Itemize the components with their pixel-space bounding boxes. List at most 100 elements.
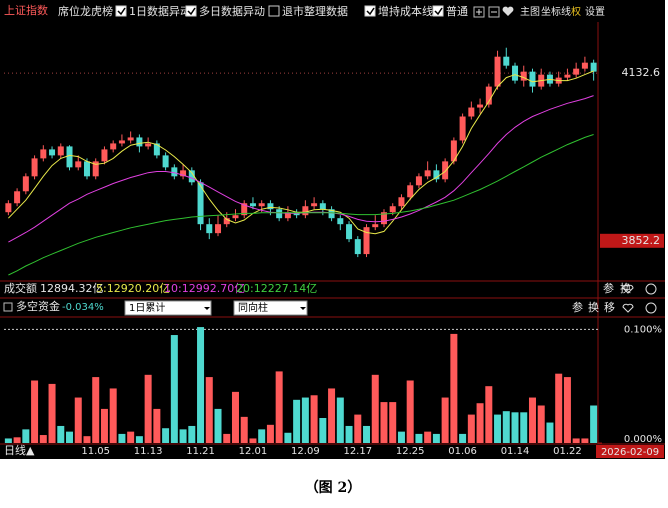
bar bbox=[100, 408, 108, 443]
checkbox[interactable] bbox=[432, 5, 444, 17]
candle-body bbox=[267, 203, 274, 210]
price-box bbox=[600, 233, 664, 248]
candle-body bbox=[459, 116, 466, 141]
select-box[interactable] bbox=[124, 300, 212, 316]
bar bbox=[293, 399, 301, 443]
toolbar-item[interactable]: 多日数据异动 bbox=[199, 4, 265, 18]
bar bbox=[345, 425, 353, 443]
bar bbox=[223, 433, 231, 443]
bar bbox=[572, 438, 580, 443]
candle-body bbox=[468, 107, 475, 117]
indicator-name: 多空资金 bbox=[16, 299, 60, 313]
bar bbox=[179, 429, 187, 443]
checkbox[interactable] bbox=[364, 5, 376, 17]
candle-body bbox=[450, 140, 457, 162]
bar bbox=[48, 383, 56, 443]
favorite-icon[interactable] bbox=[502, 6, 514, 16]
candle-body bbox=[118, 140, 125, 144]
bar bbox=[135, 436, 143, 443]
x-tick-label: 11.21 bbox=[186, 446, 215, 457]
bar bbox=[275, 371, 283, 443]
candle-body bbox=[529, 71, 536, 87]
checkbox[interactable] bbox=[185, 5, 197, 17]
y-tick-label: 4132.6 bbox=[622, 66, 661, 79]
candle-body bbox=[110, 143, 117, 150]
checkbox[interactable] bbox=[268, 5, 280, 17]
zoom-in-icon[interactable] bbox=[473, 6, 485, 18]
moving-average bbox=[8, 134, 594, 276]
checkmark bbox=[117, 7, 126, 16]
bar bbox=[13, 437, 21, 443]
toolbar-button[interactable]: 主图 bbox=[520, 6, 540, 18]
panel-icon bbox=[3, 302, 13, 312]
toolbar-item[interactable]: 1日数据异动 bbox=[129, 4, 191, 18]
x-tick-label: 01.06 bbox=[448, 446, 477, 457]
bar bbox=[397, 431, 405, 443]
panel-button[interactable]: 参 bbox=[603, 281, 614, 295]
candle-body bbox=[40, 149, 47, 159]
bar bbox=[39, 435, 47, 443]
y-tick-label: 0.000% bbox=[624, 434, 662, 445]
candle-body bbox=[153, 143, 160, 156]
panel-button[interactable]: 换 bbox=[620, 281, 631, 295]
bar bbox=[502, 411, 510, 443]
bar bbox=[197, 327, 205, 443]
candle-body bbox=[424, 170, 431, 177]
checkbox[interactable] bbox=[115, 5, 127, 17]
candle-body bbox=[573, 68, 580, 75]
toolbar-item[interactable]: 退市整理数据 bbox=[282, 4, 348, 18]
bar bbox=[485, 386, 493, 443]
candle-body bbox=[337, 218, 344, 225]
bar bbox=[127, 431, 135, 443]
favorite-icon[interactable] bbox=[622, 284, 634, 294]
panel-button[interactable]: 移 bbox=[604, 301, 615, 314]
bar bbox=[363, 425, 371, 443]
candle-body bbox=[258, 203, 265, 207]
bar bbox=[380, 402, 388, 443]
bar bbox=[249, 438, 257, 443]
candle-body bbox=[223, 218, 230, 225]
candle-body bbox=[433, 170, 440, 180]
bar bbox=[494, 414, 502, 443]
bar bbox=[415, 433, 423, 443]
bar bbox=[328, 388, 336, 443]
bar bbox=[528, 397, 536, 443]
toolbar-item[interactable]: 增持成本线 bbox=[378, 4, 433, 18]
close-icon[interactable] bbox=[645, 283, 657, 295]
candle-body bbox=[564, 74, 571, 78]
bar bbox=[590, 405, 598, 443]
candle-body bbox=[398, 197, 405, 207]
cursor-date: 2026-02-09 bbox=[601, 447, 659, 458]
toolbar-button[interactable]: 设置 bbox=[585, 6, 605, 18]
volume-ma: 5:12920.20亿 bbox=[96, 282, 170, 295]
index-name[interactable]: 上证指数 bbox=[4, 3, 48, 17]
candle-body bbox=[415, 176, 422, 186]
bar bbox=[214, 408, 222, 443]
zoom-out-icon[interactable] bbox=[488, 6, 500, 18]
period[interactable]: 日线▲ bbox=[4, 443, 35, 457]
x-tick-label: 12.17 bbox=[343, 446, 372, 457]
toolbar-button[interactable]: 坐标线 bbox=[541, 5, 571, 18]
candle-body bbox=[389, 206, 396, 213]
candle-body bbox=[14, 191, 21, 204]
candle-body bbox=[581, 62, 588, 69]
bar bbox=[467, 414, 475, 443]
candle-body bbox=[136, 137, 143, 147]
toolbar-item[interactable]: 普通 bbox=[446, 4, 468, 18]
volume-label: 成交额 bbox=[4, 281, 37, 295]
select-text: 同向柱 bbox=[238, 301, 268, 314]
close-icon[interactable] bbox=[645, 302, 657, 314]
bar bbox=[118, 433, 126, 443]
toolbar-button[interactable]: 权 bbox=[571, 5, 581, 18]
candle-body bbox=[162, 155, 169, 168]
candle-body bbox=[319, 203, 326, 210]
candle-body bbox=[215, 224, 222, 234]
bar bbox=[83, 436, 91, 443]
select-box[interactable] bbox=[233, 300, 308, 316]
panel-button[interactable]: 换 bbox=[588, 300, 599, 314]
candle-body bbox=[171, 167, 178, 177]
panel-button[interactable]: 参 bbox=[572, 300, 583, 314]
toolbar-item[interactable]: 席位龙虎榜 bbox=[58, 4, 113, 18]
candle-body bbox=[442, 161, 449, 180]
favorite-icon[interactable] bbox=[622, 303, 634, 313]
